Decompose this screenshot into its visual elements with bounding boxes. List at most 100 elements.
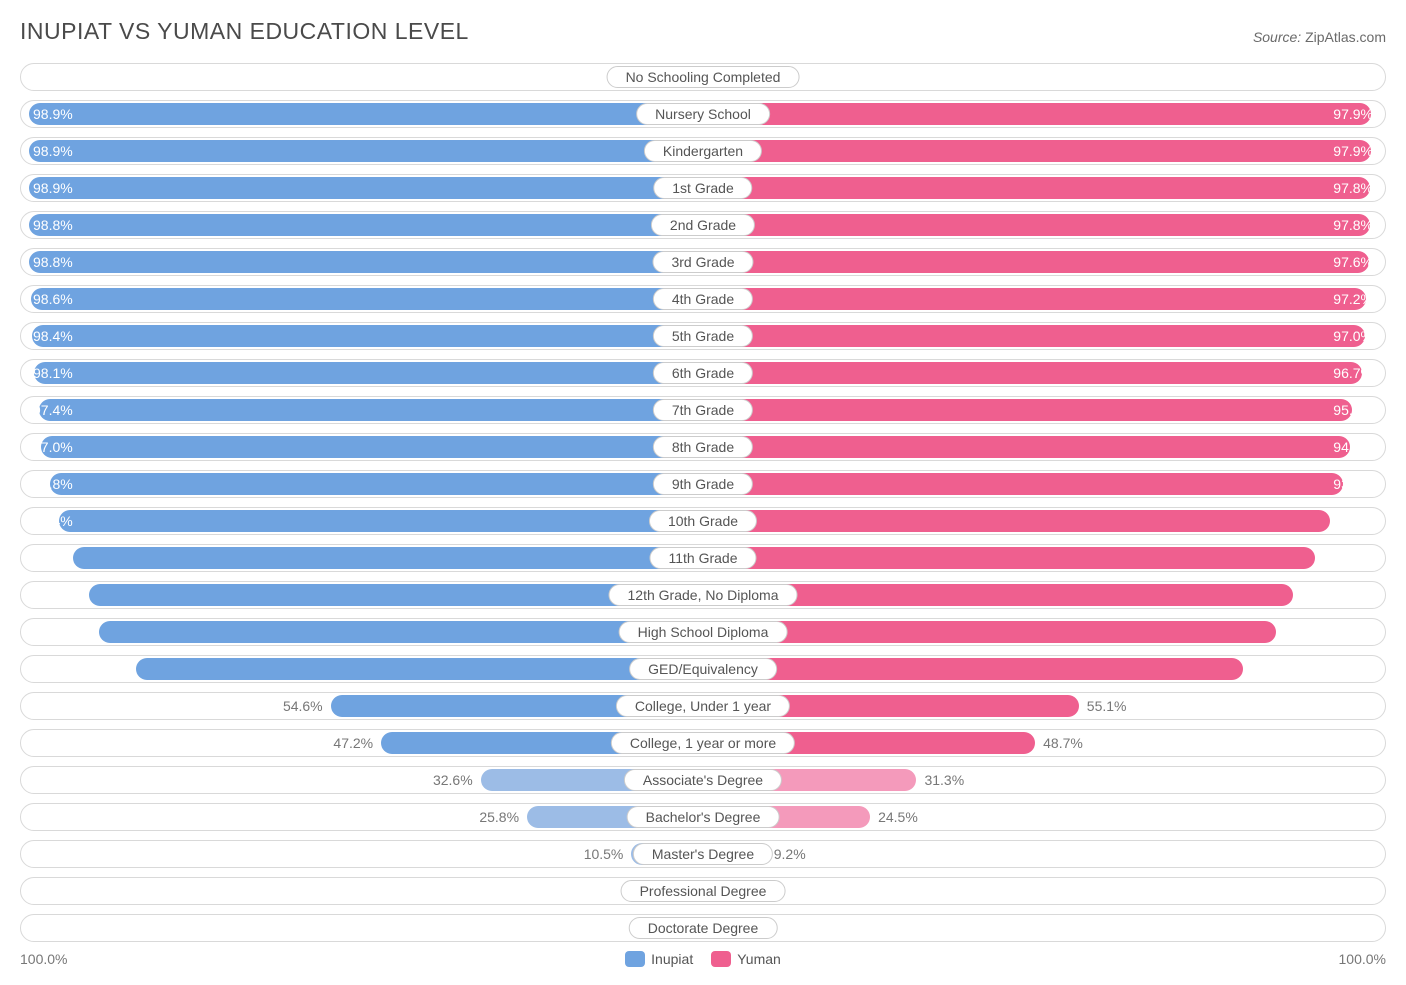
pct-yuman: 84.0% [1333,619,1373,645]
chart-row: 98.9%97.8%1st Grade [20,174,1386,202]
axis-max-left: 100.0% [20,951,67,967]
chart-row: 97.4%95.2%7th Grade [20,396,1386,424]
legend-label-inupiat: Inupiat [651,951,693,967]
pct-yuman: 55.1% [1087,693,1127,719]
bar-inupiat [29,177,703,199]
bar-yuman [703,140,1371,162]
category-pill: 12th Grade, No Diploma [609,584,798,606]
pct-yuman: 97.6% [1333,249,1373,275]
bar-inupiat [59,510,703,532]
category-pill: High School Diploma [619,621,788,643]
chart-row: 83.1% 79.2% GED/Equivalency [20,655,1386,683]
bar-yuman [703,658,1243,680]
bar-inupiat [29,140,703,162]
chart-row: 88.5% 84.0% High School Diploma [20,618,1386,646]
pct-yuman: 97.8% [1333,212,1373,238]
category-pill: No Schooling Completed [607,66,800,88]
diverging-bar-chart: 1.5%2.5%No Schooling Completed98.9%97.9%… [20,63,1386,942]
category-pill: 9th Grade [653,473,753,495]
chart-row: 98.6%97.2%4th Grade [20,285,1386,313]
chart-row: 94.4%92.0%10th Grade [20,507,1386,535]
category-pill: Bachelor's Degree [627,806,780,828]
bar-yuman [703,288,1366,310]
pct-yuman: 31.3% [924,767,964,793]
bar-yuman [703,362,1362,384]
pct-inupiat: 47.2% [333,730,373,756]
pct-inupiat: 98.4% [33,323,73,349]
pct-yuman: 97.9% [1333,101,1373,127]
category-pill: 11th Grade [649,547,756,569]
chart-row: 98.4%97.0%5th Grade [20,322,1386,350]
pct-yuman: 94.9% [1333,434,1373,460]
pct-inupiat: 98.8% [33,249,73,275]
bar-yuman [703,547,1315,569]
bar-yuman [703,399,1352,421]
pct-inupiat: 25.8% [479,804,519,830]
pct-yuman: 93.8% [1333,471,1373,497]
chart-row: 92.4%89.7%11th Grade [20,544,1386,572]
chart-row: 32.6% 31.3% Associate's Degree [20,766,1386,794]
chart-row: 98.1% 96.7% 6th Grade [20,359,1386,387]
category-pill: 6th Grade [653,362,753,384]
bar-inupiat [32,325,703,347]
axis-max-right: 100.0% [1339,951,1386,967]
chart-row: 54.6% 55.1% College, Under 1 year [20,692,1386,720]
bar-yuman [703,510,1330,532]
legend-swatch-yuman [711,951,731,967]
source-label: Source: [1253,29,1301,45]
chart-row: 95.8%93.8%9th Grade [20,470,1386,498]
category-pill: 10th Grade [649,510,757,532]
pct-inupiat: 98.9% [33,175,73,201]
category-pill: Kindergarten [644,140,762,162]
pct-inupiat: 97.4% [33,397,73,423]
chart-row: 47.2%48.7%College, 1 year or more [20,729,1386,757]
bar-yuman [703,251,1369,273]
pct-yuman: 97.2% [1333,286,1373,312]
source-name: ZipAtlas.com [1305,29,1386,45]
pct-yuman: 92.0% [1333,508,1373,534]
legend-item-yuman: Yuman [711,951,781,967]
bar-inupiat [99,621,703,643]
bar-inupiat [41,436,703,458]
bar-inupiat [136,658,703,680]
pct-yuman: 48.7% [1043,730,1083,756]
pct-inupiat: 98.1% [33,360,73,386]
pct-yuman: 97.8% [1333,175,1373,201]
category-pill: Associate's Degree [624,769,782,791]
bar-yuman [703,325,1365,347]
pct-inupiat: 90.1% [33,582,73,608]
chart-row: 90.1% 86.5% 12th Grade, No Diploma [20,581,1386,609]
pct-yuman: 96.7% [1333,360,1373,386]
pct-inupiat: 54.6% [283,693,323,719]
legend-item-inupiat: Inupiat [625,951,693,967]
category-pill: 2nd Grade [651,214,755,236]
category-pill: College, Under 1 year [616,695,790,717]
category-pill: 7th Grade [653,399,753,421]
chart-row: 25.8%24.5%Bachelor's Degree [20,803,1386,831]
bar-yuman [703,177,1370,199]
chart-footer: 100.0% Inupiat Yuman 100.0% [20,951,1386,967]
pct-inupiat: 83.1% [33,656,73,682]
chart-row: 97.0%94.9%8th Grade [20,433,1386,461]
pct-inupiat: 88.5% [33,619,73,645]
category-pill: 8th Grade [653,436,753,458]
bar-inupiat [39,399,703,421]
chart-source: Source: ZipAtlas.com [1253,29,1386,45]
chart-row: 3.2%3.3%Professional Degree [20,877,1386,905]
pct-inupiat: 32.6% [433,767,473,793]
chart-header: INUPIAT VS YUMAN EDUCATION LEVEL Source:… [20,18,1386,45]
legend: Inupiat Yuman [625,951,781,967]
pct-yuman: 97.0% [1333,323,1373,349]
bar-inupiat [34,362,703,384]
chart-row: 10.5%9.2%Master's Degree [20,840,1386,868]
pct-yuman: 97.9% [1333,138,1373,164]
legend-label-yuman: Yuman [737,951,781,967]
pct-yuman: 86.5% [1333,582,1373,608]
category-pill: Doctorate Degree [629,917,778,939]
pct-yuman: 79.2% [1333,656,1373,682]
chart-row: 1.3%1.5%Doctorate Degree [20,914,1386,942]
category-pill: GED/Equivalency [629,658,777,680]
pct-inupiat: 92.4% [33,545,73,571]
chart-title: INUPIAT VS YUMAN EDUCATION LEVEL [20,18,469,45]
bar-yuman [703,103,1371,125]
